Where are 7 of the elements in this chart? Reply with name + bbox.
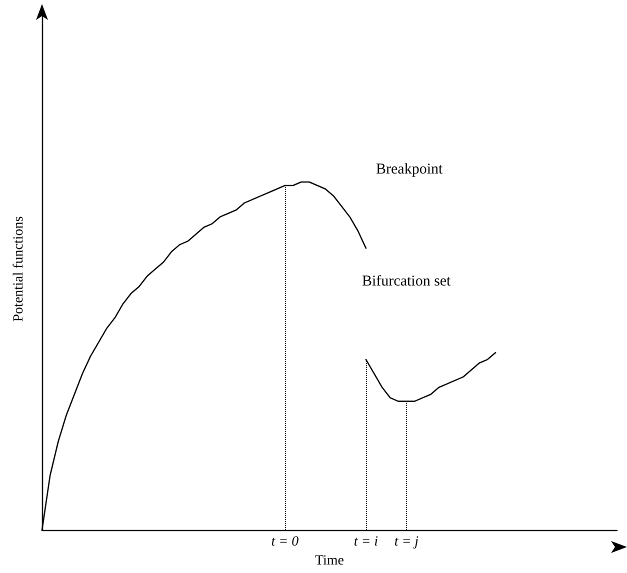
x-tick-label: t = i — [354, 534, 378, 550]
x-tick-label: t = j — [394, 534, 419, 550]
y-axis-title: Potential functions — [12, 216, 26, 322]
x-tick-label: t = 0 — [271, 534, 299, 550]
text: Breakpoint — [376, 162, 444, 178]
x-axis-title: Time — [314, 554, 344, 568]
annotation: Bifurcation set — [362, 274, 452, 290]
